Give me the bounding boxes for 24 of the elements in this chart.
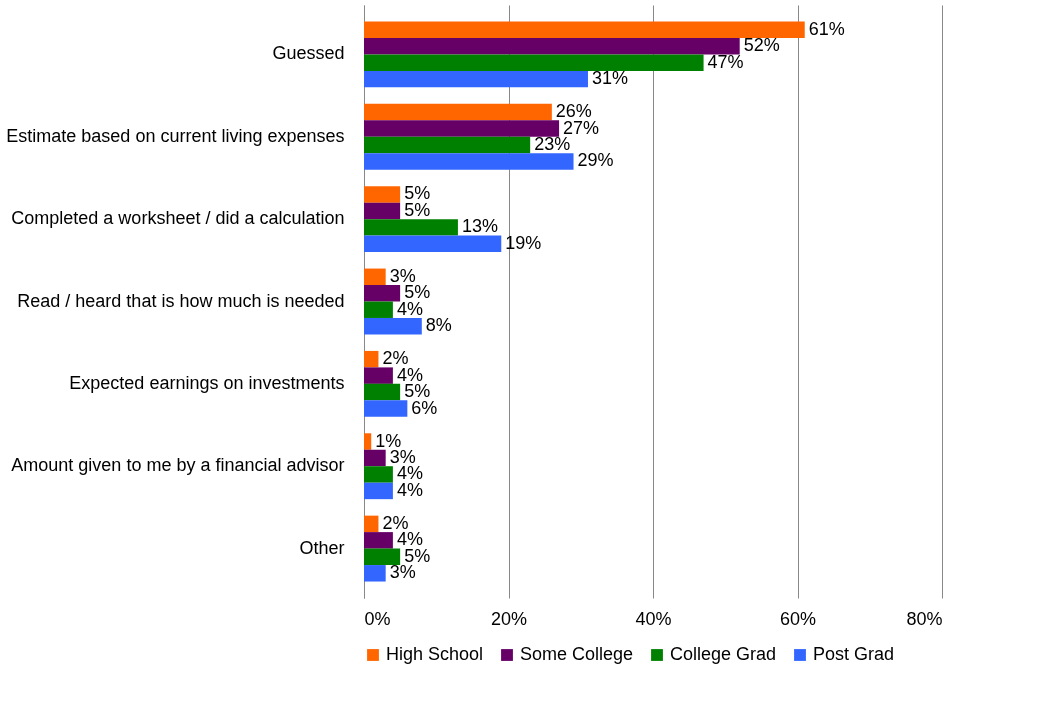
legend-label: Some College <box>520 644 634 664</box>
y-tick-label: Read / heard that is how much is needed <box>17 290 345 311</box>
y-tick-label: Expected earnings on investments <box>69 372 345 393</box>
y-tick-label: Estimate based on current living expenses <box>6 125 345 146</box>
data-label: 19% <box>505 232 542 253</box>
y-tick-label: Amount given to me by a financial advisor <box>11 455 345 476</box>
x-tick-label: 80% <box>906 608 943 629</box>
y-tick-label: Guessed <box>272 43 345 64</box>
x-tick-label: 0% <box>364 608 391 629</box>
x-tick-label: 40% <box>635 608 672 629</box>
legend-label: College Grad <box>670 644 777 664</box>
data-label: 47% <box>707 51 744 72</box>
legend-label: Post Grad <box>813 644 895 664</box>
legend-label: High School <box>386 644 484 664</box>
data-label: 52% <box>743 35 780 56</box>
data-label: 29% <box>577 150 614 171</box>
x-tick-label: 20% <box>490 608 528 629</box>
data-label: 31% <box>591 68 629 89</box>
y-tick-label: Completed a worksheet / did a calculation <box>11 208 345 229</box>
data-label: 8% <box>425 315 452 336</box>
y-tick-label: Other <box>299 537 345 558</box>
data-label: 61% <box>808 18 845 39</box>
x-tick-label: 60% <box>779 608 817 629</box>
data-label: 13% <box>461 216 498 237</box>
